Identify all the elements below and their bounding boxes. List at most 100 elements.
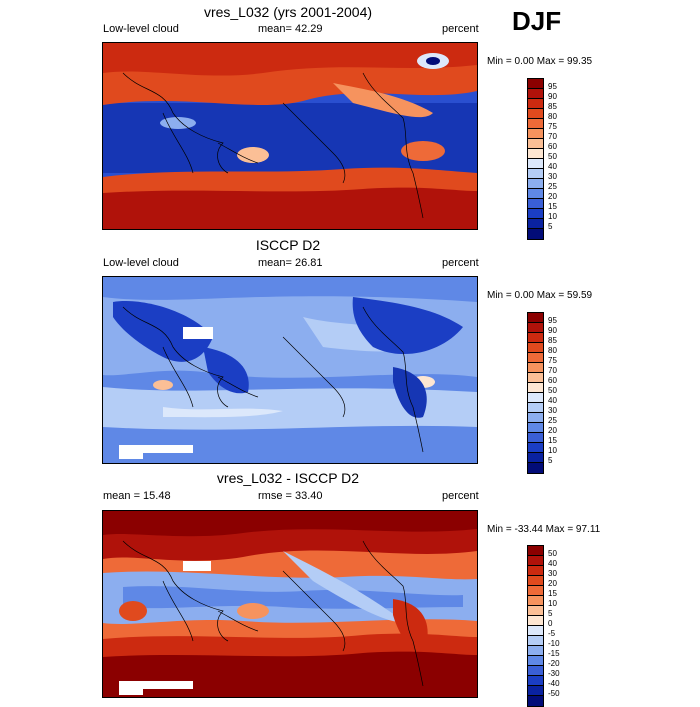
panel-2-variable-label: Low-level cloud (103, 257, 179, 269)
colorbar-label: 60 (548, 376, 557, 385)
colorbar-label: 85 (548, 336, 557, 345)
colorbar-box (528, 616, 543, 626)
panel-1-variable-label: Low-level cloud (103, 23, 179, 35)
colorbar-label: -50 (548, 689, 560, 698)
colorbar-label: 50 (548, 549, 557, 558)
colorbar-box (528, 453, 543, 463)
colorbar-box (528, 199, 543, 209)
colorbar-box (528, 646, 543, 656)
colorbar-label: 60 (548, 142, 557, 151)
colorbar-box (528, 343, 543, 353)
colorbar-box (528, 676, 543, 686)
colorbar-box (528, 403, 543, 413)
colorbar-box (528, 696, 543, 706)
panel-1-title: vres_L032 (yrs 2001-2004) (203, 4, 373, 20)
colorbar-label: 90 (548, 92, 557, 101)
colorbar-label: 50 (548, 152, 557, 161)
colorbar-box (528, 229, 543, 239)
colorbar-label: 0 (548, 619, 553, 628)
colorbar-label: -10 (548, 639, 560, 648)
colorbar-label: 20 (548, 579, 557, 588)
colorbar-box (528, 636, 543, 646)
colorbar-box (528, 129, 543, 139)
colorbar-box (528, 433, 543, 443)
colorbar-label: 80 (548, 346, 557, 355)
colorbar-box (528, 373, 543, 383)
colorbar-box (528, 606, 543, 616)
colorbar-box (528, 179, 543, 189)
colorbar-box (528, 556, 543, 566)
colorbar-label: 85 (548, 102, 557, 111)
panel-2-colorbar (527, 312, 544, 474)
colorbar-label: 15 (548, 202, 557, 211)
colorbar-label: 95 (548, 316, 557, 325)
colorbar-label: 5 (548, 222, 553, 231)
colorbar-box (528, 109, 543, 119)
colorbar-box (528, 323, 543, 333)
colorbar-label: 40 (548, 162, 557, 171)
colorbar-box (528, 149, 543, 159)
colorbar-label: 5 (548, 456, 553, 465)
colorbar-label: 40 (548, 396, 557, 405)
panel-2-units-label: percent (442, 257, 479, 269)
panel-3-title: vres_L032 - ISCCP D2 (216, 470, 360, 486)
colorbar-box (528, 576, 543, 586)
colorbar-label: 90 (548, 326, 557, 335)
colorbar-label: -15 (548, 649, 560, 658)
colorbar-box (528, 393, 543, 403)
colorbar-box (528, 139, 543, 149)
colorbar-box (528, 666, 543, 676)
colorbar-box (528, 586, 543, 596)
colorbar-label: 30 (548, 406, 557, 415)
colorbar-box (528, 363, 543, 373)
colorbar-box (528, 79, 543, 89)
colorbar-box (528, 596, 543, 606)
panel-1-units-label: percent (442, 23, 479, 35)
panel-1-mean-label: mean= 42.29 (258, 23, 323, 35)
colorbar-box (528, 443, 543, 453)
colorbar-label: 5 (548, 609, 553, 618)
colorbar-box (528, 353, 543, 363)
colorbar-label: -40 (548, 679, 560, 688)
colorbar-box (528, 656, 543, 666)
colorbar-label: 70 (548, 366, 557, 375)
panel-3-rmse-label: rmse = 33.40 (258, 490, 323, 502)
colorbar-label: 20 (548, 192, 557, 201)
colorbar-label: 30 (548, 172, 557, 181)
panel-3-mean-label: mean = 15.48 (103, 490, 171, 502)
panel-1-colorbar (527, 78, 544, 240)
colorbar-label: -20 (548, 659, 560, 668)
colorbar-label: -30 (548, 669, 560, 678)
colorbar-label: 10 (548, 212, 557, 221)
colorbar-label: -5 (548, 629, 556, 638)
colorbar-box (528, 686, 543, 696)
colorbar-box (528, 313, 543, 323)
colorbar-label: 20 (548, 426, 557, 435)
panel-2-title: ISCCP D2 (255, 237, 321, 253)
colorbar-box (528, 383, 543, 393)
colorbar-box (528, 89, 543, 99)
panel-3-min-max: Min = -33.44 Max = 97.11 (487, 524, 601, 535)
colorbar-box (528, 99, 543, 109)
colorbar-label: 15 (548, 436, 557, 445)
colorbar-label: 95 (548, 82, 557, 91)
colorbar-label: 15 (548, 589, 557, 598)
panel-3-map (102, 510, 478, 698)
panel-3-colorbar (527, 545, 544, 707)
colorbar-box (528, 219, 543, 229)
colorbar-box (528, 413, 543, 423)
colorbar-label: 50 (548, 386, 557, 395)
colorbar-box (528, 189, 543, 199)
colorbar-box (528, 626, 543, 636)
colorbar-label: 25 (548, 182, 557, 191)
panel-2-min-max: Min = 0.00 Max = 59.59 (487, 290, 593, 301)
panel-2-mean-label: mean= 26.81 (258, 257, 323, 269)
colorbar-box (528, 463, 543, 473)
colorbar-label: 70 (548, 132, 557, 141)
colorbar-box (528, 546, 543, 556)
colorbar-box (528, 566, 543, 576)
panel-1-min-max: Min = 0.00 Max = 99.35 (487, 56, 593, 67)
colorbar-box (528, 159, 543, 169)
colorbar-label: 75 (548, 122, 557, 131)
panel-3-units-label: percent (442, 490, 479, 502)
